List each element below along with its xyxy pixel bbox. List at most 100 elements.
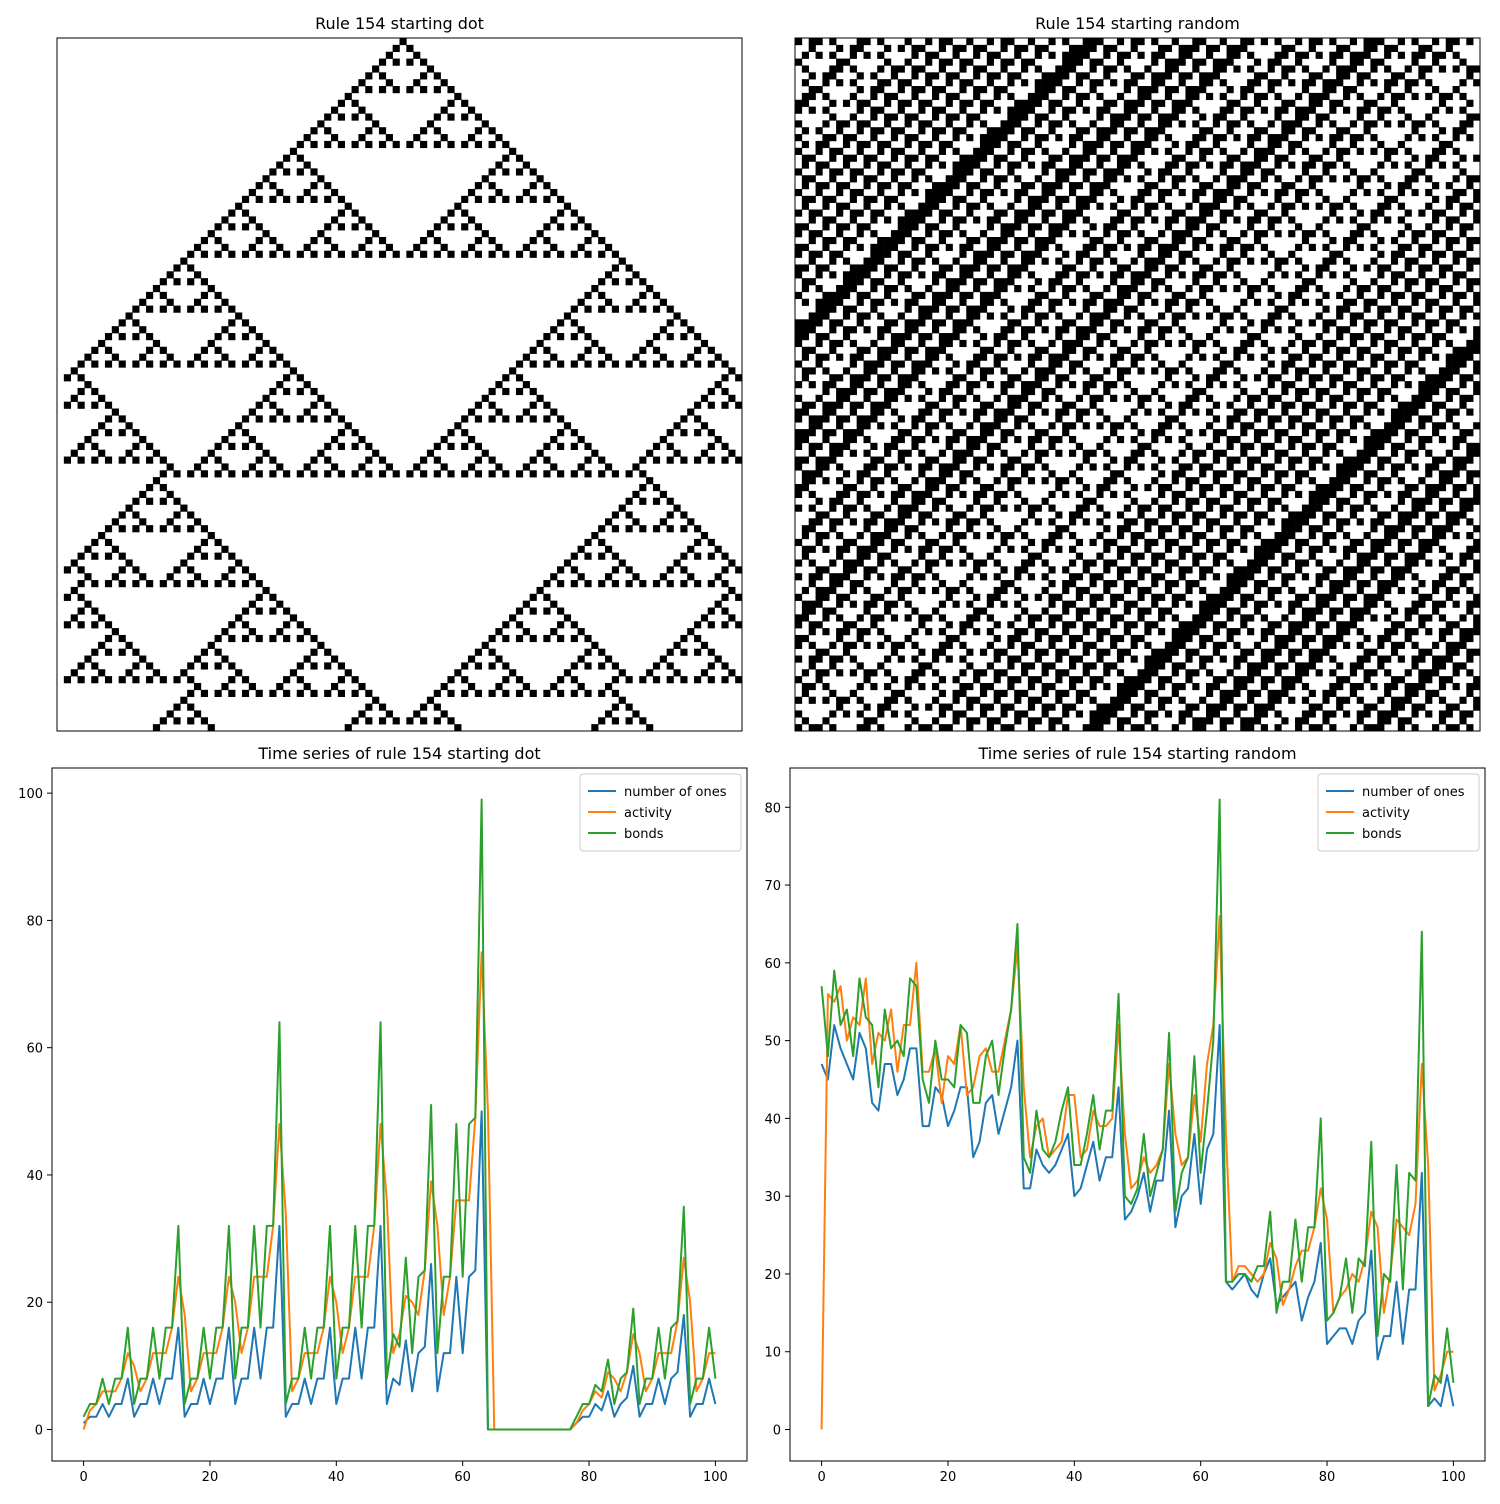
ca-cell bbox=[822, 532, 830, 540]
ca-cell bbox=[918, 367, 926, 375]
ca-cell bbox=[1103, 580, 1111, 588]
ca-cell bbox=[1096, 58, 1104, 66]
ca-cell bbox=[1226, 86, 1234, 94]
ca-cell bbox=[1034, 79, 1042, 87]
ca-cell bbox=[1137, 353, 1145, 361]
ca-cell bbox=[625, 717, 633, 725]
ca-cell bbox=[1322, 65, 1330, 73]
ca-cell bbox=[1459, 456, 1467, 464]
ca-cell bbox=[1055, 360, 1063, 368]
ca-cell bbox=[652, 442, 661, 450]
ca-cell bbox=[1199, 113, 1207, 121]
ca-cell bbox=[1219, 511, 1227, 519]
ca-cell bbox=[1116, 545, 1125, 553]
ca-cell bbox=[1192, 394, 1200, 402]
ca-cell bbox=[890, 175, 899, 183]
ca-cell bbox=[255, 195, 263, 203]
ca-cell bbox=[1438, 127, 1447, 135]
ca-cell bbox=[1130, 38, 1138, 46]
ca-cell bbox=[228, 223, 236, 231]
ca-cell bbox=[815, 250, 823, 258]
ca-cell bbox=[1192, 346, 1200, 354]
ca-cell bbox=[104, 580, 113, 588]
ca-cell bbox=[1473, 538, 1481, 547]
ca-cell bbox=[392, 44, 400, 53]
ca-cell bbox=[1432, 532, 1440, 540]
ca-cell bbox=[515, 634, 524, 643]
ca-cell bbox=[1027, 230, 1036, 238]
ca-cell bbox=[1082, 44, 1090, 53]
ca-cell bbox=[440, 216, 448, 224]
ca-cell bbox=[495, 655, 503, 663]
ca-cell bbox=[1103, 566, 1111, 574]
ca-cell bbox=[1329, 394, 1337, 402]
ca-cell bbox=[488, 182, 496, 190]
ca-cell bbox=[959, 470, 967, 478]
ca-cell bbox=[856, 147, 864, 155]
ca-cell bbox=[1034, 195, 1042, 203]
ca-cell bbox=[461, 429, 469, 437]
ca-cell bbox=[1007, 38, 1015, 46]
ca-cell bbox=[1233, 415, 1241, 423]
ca-cell bbox=[1110, 278, 1118, 286]
ca-cell bbox=[849, 305, 857, 313]
ca-cell bbox=[1089, 593, 1097, 601]
ca-cell bbox=[461, 209, 469, 217]
ca-cell bbox=[1329, 442, 1337, 450]
ca-cell bbox=[945, 92, 953, 101]
ca-cell bbox=[502, 415, 510, 423]
ca-cell bbox=[536, 230, 544, 238]
ca-cell bbox=[1192, 140, 1200, 149]
ca-cell bbox=[1158, 127, 1166, 135]
ca-cell bbox=[1288, 586, 1296, 595]
ca-cell bbox=[118, 333, 126, 341]
ca-cell bbox=[925, 422, 933, 430]
ca-cell bbox=[829, 216, 837, 224]
ca-cell bbox=[863, 175, 871, 183]
ca-cell bbox=[1096, 106, 1104, 114]
ca-cell bbox=[1377, 271, 1385, 279]
ca-cell bbox=[98, 422, 106, 430]
ca-cell bbox=[317, 449, 325, 457]
ca-cell bbox=[1336, 470, 1344, 478]
ca-cell bbox=[1110, 168, 1118, 176]
ca-cell bbox=[1130, 223, 1138, 231]
ca-cell bbox=[550, 216, 558, 224]
ca-cell bbox=[1308, 154, 1316, 162]
ca-cell bbox=[1144, 209, 1152, 217]
ca-cell bbox=[118, 319, 126, 327]
ca-cell bbox=[1473, 291, 1481, 300]
ca-cell bbox=[605, 353, 613, 361]
ca-cell bbox=[1418, 333, 1426, 341]
ca-cell bbox=[993, 497, 1001, 505]
ca-cell bbox=[897, 504, 905, 512]
ca-cell bbox=[1137, 394, 1145, 402]
ca-cell bbox=[1466, 202, 1474, 210]
ca-cell bbox=[1144, 566, 1152, 574]
ca-cell bbox=[728, 669, 736, 677]
ca-cell bbox=[1055, 326, 1063, 334]
ca-cell bbox=[842, 504, 851, 512]
ca-cell bbox=[1075, 333, 1083, 341]
ca-cell bbox=[829, 401, 837, 409]
ca-cell bbox=[632, 490, 640, 499]
ca-cell bbox=[1123, 285, 1131, 293]
ca-cell bbox=[1322, 291, 1330, 300]
ca-cell bbox=[1021, 415, 1029, 423]
ca-cell bbox=[584, 648, 592, 656]
ca-cell bbox=[598, 360, 606, 368]
ca-cell bbox=[721, 580, 729, 588]
ca-cell bbox=[1295, 333, 1303, 341]
ca-cell bbox=[337, 689, 345, 697]
ca-cell bbox=[815, 230, 823, 238]
ca-cell bbox=[884, 264, 892, 272]
ca-cell bbox=[639, 278, 647, 286]
ca-cell bbox=[1301, 188, 1310, 197]
ca-cell bbox=[1240, 593, 1248, 601]
ca-cell bbox=[1185, 580, 1193, 588]
ca-cell bbox=[1144, 607, 1152, 615]
ca-cell bbox=[877, 346, 885, 354]
ca-cell bbox=[173, 360, 181, 368]
ca-cell bbox=[1048, 367, 1056, 375]
ca-cell bbox=[1301, 65, 1310, 73]
